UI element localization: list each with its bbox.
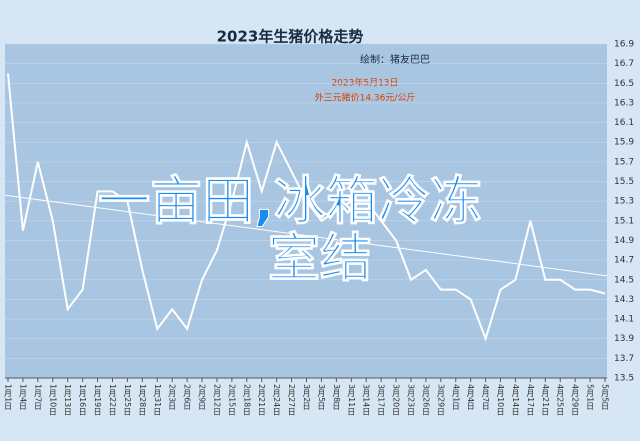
overlay-text: 一亩田,冰箱冷冻: [98, 172, 482, 232]
x-tick-label: 4月10日: [496, 384, 505, 416]
x-tick-label: 1月7日: [33, 384, 42, 411]
x-tick-label: 1月4日: [18, 384, 27, 411]
x-tick-label: 1月10日: [48, 384, 57, 416]
y-tick-label: 16.7: [614, 59, 634, 69]
x-tick-label: 1月1日: [4, 384, 13, 411]
x-tick-label: 2月9日: [198, 384, 207, 411]
plot-area: [5, 44, 607, 378]
annotation: 2023年5月13日: [331, 77, 398, 89]
y-tick-label: 14.9: [614, 236, 634, 246]
x-tick-label: 4月7日: [481, 384, 490, 411]
x-tick-label: 2月24日: [272, 384, 281, 416]
overlay-text: 室结: [268, 229, 372, 289]
x-tick-label: 4月25日: [556, 384, 565, 416]
x-tick-label: 5月5日: [601, 384, 610, 411]
x-tick-label: 2月27日: [287, 384, 296, 416]
y-tick-label: 14.1: [614, 315, 634, 325]
x-tick-label: 1月22日: [108, 384, 117, 416]
x-tick-label: 5月1日: [586, 384, 595, 411]
y-tick-label: 15.5: [614, 177, 634, 187]
x-tick-label: 3月23日: [406, 384, 415, 416]
x-tick-label: 3月29日: [436, 384, 445, 416]
x-tick-label: 2月21日: [257, 384, 266, 416]
y-tick-label: 14.5: [614, 275, 634, 285]
chart-title: 2023年生猪价格走势: [217, 28, 364, 46]
x-tick-label: 2月12日: [212, 384, 221, 416]
x-tick-label: 3月11日: [347, 384, 356, 416]
y-tick-label: 15.3: [614, 197, 634, 207]
y-tick-label: 14.7: [614, 256, 634, 266]
y-tick-label: 15.9: [614, 138, 634, 148]
y-tick-label: 16.3: [614, 98, 634, 108]
x-tick-label: 2月6日: [183, 384, 192, 411]
x-tick-label: 4月1日: [451, 384, 460, 411]
x-tick-label: 2月3日: [168, 384, 177, 411]
annotation: 外三元猪价14.36元/公斤: [315, 92, 416, 104]
y-tick-label: 15.1: [614, 216, 634, 226]
y-tick-label: 14.3: [614, 295, 634, 305]
trend-line: [4, 194, 608, 277]
x-tick-label: 3月5日: [317, 384, 326, 411]
x-tick-label: 3月17日: [377, 384, 386, 416]
x-tick-label: 1月28日: [138, 384, 147, 416]
y-tick-label: 13.7: [614, 354, 634, 364]
price-line: [7, 73, 606, 342]
y-tick-label: 16.9: [614, 40, 634, 50]
x-tick-label: 2月15日: [227, 384, 236, 416]
x-tick-label: 4月14日: [511, 384, 520, 416]
x-tick-label: 1月13日: [63, 384, 72, 416]
x-tick-label: 3月26日: [421, 384, 430, 416]
y-tick-label: 15.7: [614, 157, 634, 167]
x-tick-label: 3月8日: [332, 384, 341, 411]
x-tick-label: 3月2日: [302, 384, 311, 411]
x-tick-label: 1月16日: [78, 384, 87, 416]
x-tick-label: 3月14日: [362, 384, 371, 416]
x-tick-label: 4月21日: [541, 384, 550, 416]
y-tick-label: 13.5: [614, 374, 634, 384]
y-tick-label: 16.5: [614, 79, 634, 89]
y-tick-label: 13.9: [614, 334, 634, 344]
x-tick-label: 4月4日: [466, 384, 475, 411]
x-tick-label: 4月29日: [571, 384, 580, 416]
x-tick-label: 1月25日: [123, 384, 132, 416]
x-tick-label: 4月17日: [526, 384, 535, 416]
chart-subtitle: 绘制：猪友巴巴: [360, 53, 430, 66]
x-tick-label: 2月18日: [242, 384, 251, 416]
x-tick-label: 3月20日: [392, 384, 401, 416]
y-tick-label: 16.1: [614, 118, 634, 128]
x-tick-label: 1月31日: [153, 384, 162, 416]
x-tick-label: 1月19日: [93, 384, 102, 416]
